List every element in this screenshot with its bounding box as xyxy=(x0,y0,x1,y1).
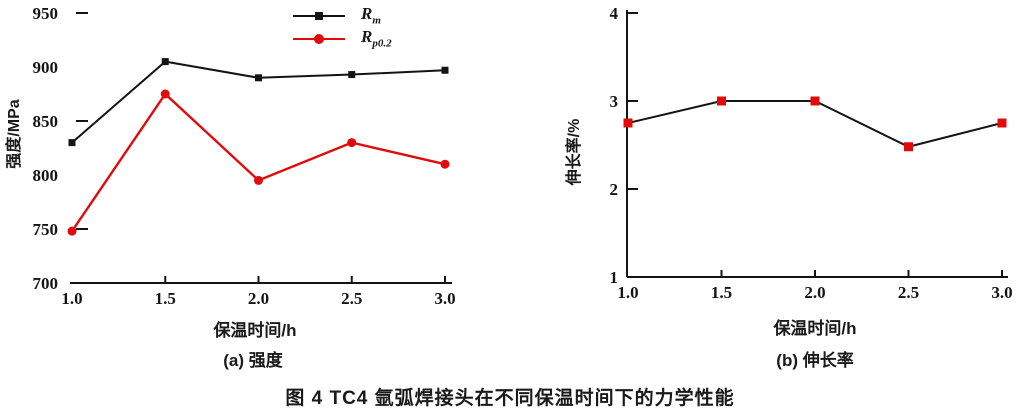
series-Rp0.2 xyxy=(67,89,450,236)
elongation-chart: 1.0 1.5 2.0 2.5 3.0 4 3 2 1 xyxy=(610,4,1013,302)
data-point xyxy=(68,139,76,147)
data-point xyxy=(161,58,169,66)
x-tick-label: 2.5 xyxy=(341,289,362,308)
y-tick-label: 750 xyxy=(33,220,59,239)
y-tick-label: 4 xyxy=(610,4,619,23)
series-elongation xyxy=(623,96,1007,152)
data-point xyxy=(254,175,263,185)
x-tick-label: 2.0 xyxy=(248,289,269,308)
rm-line-marker-icon xyxy=(293,11,345,20)
legend: Rm Rp0.2 xyxy=(293,4,463,50)
rp02-legend-label: Rp0.2 xyxy=(361,26,392,50)
strength-chart: 1.0 1.5 2.0 2.5 3.0 950 900 850 800 750 700 xyxy=(33,4,456,308)
data-point xyxy=(441,66,449,74)
elongation-x-axis-label: 保温时间/h xyxy=(773,319,857,338)
rm-legend-label: Rm xyxy=(361,3,381,27)
legend-entry-rp02: Rp0.2 xyxy=(293,27,463,50)
data-point xyxy=(623,118,633,128)
subcaption-a: (a) 强度 xyxy=(223,351,283,370)
elongation-y-axis-label: 伸长率/% xyxy=(566,118,583,186)
y-tick-label: 900 xyxy=(33,58,59,77)
legend-entry-rm: Rm xyxy=(293,4,463,27)
data-point xyxy=(997,118,1007,128)
x-tick-label: 1.5 xyxy=(711,283,732,302)
x-tick-label: 3.0 xyxy=(434,289,455,308)
data-point xyxy=(160,89,170,99)
strength-x-axis-label: 保温时间/h xyxy=(213,321,297,340)
x-tick-label: 1.0 xyxy=(61,289,82,308)
strength-y-axis-label: 强度/MPa xyxy=(6,99,23,169)
data-point xyxy=(255,74,262,82)
data-point xyxy=(904,142,913,152)
data-point xyxy=(67,226,77,236)
data-point xyxy=(348,71,356,79)
data-point xyxy=(347,138,357,148)
y-tick-label: 950 xyxy=(33,4,59,23)
y-tick-label: 850 xyxy=(33,112,59,131)
x-tick-label: 3.0 xyxy=(991,283,1012,302)
y-tick-label: 700 xyxy=(33,274,59,293)
x-tick-label: 2.5 xyxy=(898,283,919,302)
data-point xyxy=(440,159,450,169)
x-tick-label: 1.0 xyxy=(617,283,638,302)
data-point xyxy=(810,96,820,106)
rp02-line-marker-icon xyxy=(293,33,345,44)
y-tick-label: 1 xyxy=(610,268,619,287)
x-tick-label: 2.0 xyxy=(804,283,825,302)
x-tick-label: 1.5 xyxy=(155,289,176,308)
y-tick-label: 3 xyxy=(610,92,619,111)
y-tick-label: 2 xyxy=(610,180,619,199)
axes: 1.0 1.5 2.0 2.5 3.0 4 3 2 1 xyxy=(610,4,1013,302)
series-Rm xyxy=(68,58,449,147)
data-point xyxy=(717,96,726,106)
subcaption-b: (b) 伸长率 xyxy=(776,351,854,370)
axes: 1.0 1.5 2.0 2.5 3.0 950 900 850 800 750 700 xyxy=(33,4,456,308)
figure-caption: 图 4 TC4 氩弧焊接头在不同保温时间下的力学性能 xyxy=(285,388,735,409)
y-tick-label: 800 xyxy=(33,166,59,185)
